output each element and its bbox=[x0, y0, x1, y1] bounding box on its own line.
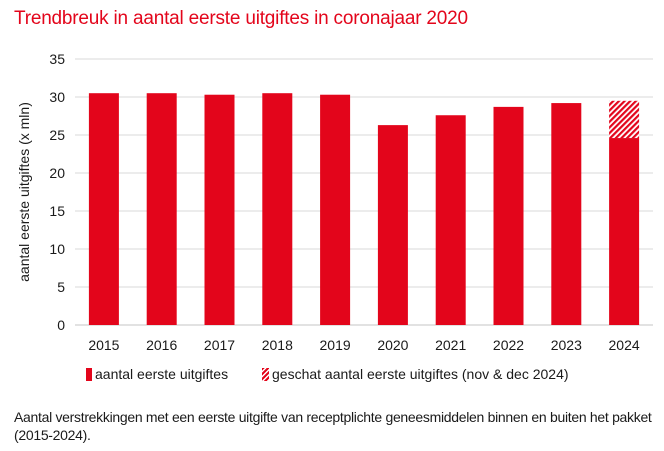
y-tick-label: 0 bbox=[57, 317, 65, 333]
bars bbox=[88, 93, 640, 326]
y-tick-label: 35 bbox=[49, 51, 65, 67]
x-tick-label: 2017 bbox=[204, 337, 235, 353]
bar-2021 bbox=[435, 115, 466, 326]
x-tick-label: 2015 bbox=[88, 337, 119, 353]
figure-caption: Aantal verstrekkingen met een eerste uit… bbox=[14, 409, 652, 443]
x-tick-label: 2020 bbox=[377, 337, 408, 353]
y-tick-label: 5 bbox=[57, 279, 65, 295]
x-tick-label: 2023 bbox=[551, 337, 582, 353]
bar-2019 bbox=[320, 94, 351, 325]
bar-2017 bbox=[204, 94, 235, 325]
bar-2015 bbox=[88, 93, 119, 325]
bar-estimated-2024 bbox=[609, 100, 640, 139]
bar-2018 bbox=[262, 93, 293, 325]
legend-label-actual: aantal eerste uitgiftes bbox=[95, 366, 229, 382]
bar-2020 bbox=[377, 125, 408, 326]
x-tick-label: 2024 bbox=[609, 337, 640, 353]
y-tick-label: 20 bbox=[49, 165, 65, 181]
x-tick-label: 2018 bbox=[262, 337, 293, 353]
x-tick-label: 2022 bbox=[493, 337, 524, 353]
x-tick-label: 2021 bbox=[435, 337, 466, 353]
chart-title: Trendbreuk in aantal eerste uitgiftes in… bbox=[14, 8, 468, 29]
legend-swatch-solid bbox=[86, 367, 92, 381]
y-tick-labels: 0 5 10 15 20 25 30 35 bbox=[49, 51, 65, 333]
y-tick-label: 10 bbox=[49, 241, 65, 257]
x-tick-label: 2016 bbox=[146, 337, 177, 353]
bar-2024 bbox=[609, 138, 640, 325]
bar-2016 bbox=[146, 93, 177, 325]
bar-2022 bbox=[493, 106, 524, 325]
legend-swatch-hatched bbox=[262, 367, 269, 381]
y-tick-label: 25 bbox=[49, 127, 65, 143]
legend-item-actual: aantal eerste uitgiftes bbox=[86, 366, 228, 382]
y-tick-label: 30 bbox=[49, 89, 65, 105]
x-tick-label: 2019 bbox=[320, 337, 351, 353]
y-tick-label: 15 bbox=[49, 203, 65, 219]
legend-label-estimated: geschat aantal eerste uitgiftes (nov & d… bbox=[272, 366, 569, 382]
bar-2023 bbox=[551, 103, 582, 325]
legend-item-estimated: geschat aantal eerste uitgiftes (nov & d… bbox=[262, 366, 569, 382]
x-tick-labels: 2015 2016 2017 2018 2019 2020 2021 2022 2023 2024 bbox=[88, 337, 640, 353]
